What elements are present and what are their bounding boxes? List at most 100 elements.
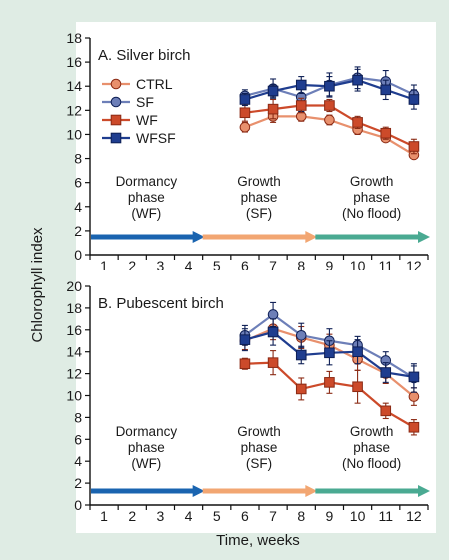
data-point-wf: [239, 358, 251, 370]
phase-label: Growth: [237, 424, 281, 439]
y-tick-label: 18: [66, 300, 82, 316]
data-point-wf: [408, 421, 420, 433]
x-tick-label: 12: [406, 508, 422, 524]
x-tick-label: 2: [128, 258, 136, 274]
y-tick-label: 8: [74, 151, 82, 167]
x-tick-label: 8: [297, 258, 305, 274]
phase-arrow-head: [305, 485, 318, 497]
x-tick-label: 10: [350, 508, 366, 524]
legend-label: CTRL: [136, 76, 173, 92]
y-axis-label: Chlorophyll index: [29, 227, 46, 343]
data-point-wf: [408, 141, 420, 152]
x-tick-label: 2: [128, 508, 136, 524]
data-point-ctrl: [239, 121, 251, 133]
data-point-sf: [295, 329, 307, 341]
y-tick-label: 18: [66, 30, 82, 46]
data-point-wfsf: [239, 94, 251, 105]
data-point-wfsf: [239, 334, 251, 345]
phase-arrow-head: [418, 231, 430, 243]
legend-marker: [110, 78, 122, 90]
phase-label: Dormancy: [116, 174, 178, 189]
data-point-wfsf: [267, 326, 279, 338]
phase-label: (WF): [131, 456, 161, 471]
data-point-wf: [267, 103, 279, 115]
data-point-wfsf: [408, 94, 420, 105]
data-point-wf: [380, 405, 392, 417]
phase-arrow-head: [192, 231, 205, 243]
y-tick-label: 8: [74, 409, 82, 425]
phase-label: Growth: [237, 174, 281, 189]
data-point-sf: [267, 309, 279, 320]
phase-label: (No flood): [342, 206, 401, 221]
x-tick-label: 4: [185, 258, 193, 274]
x-tick-label: 4: [185, 508, 193, 524]
phase-arrow-head: [192, 485, 205, 497]
data-point-wfsf: [380, 84, 392, 96]
y-tick-label: 0: [74, 497, 82, 513]
y-tick-label: 0: [74, 247, 82, 263]
data-point-wfsf: [295, 79, 307, 91]
phase-label: phase: [128, 190, 165, 205]
x-tick-label: 9: [326, 508, 334, 524]
data-point-wf: [352, 117, 363, 128]
data-point-wf: [324, 377, 335, 388]
data-point-ctrl: [324, 114, 335, 126]
data-point-wfsf: [408, 371, 420, 383]
x-tick-label: 6: [241, 508, 249, 524]
data-point-wfsf: [352, 346, 363, 357]
data-point-wf: [267, 357, 279, 368]
data-point-wf: [295, 100, 307, 111]
x-tick-label: 1: [100, 508, 108, 524]
data-point-wfsf: [380, 367, 392, 378]
data-point-wf: [352, 381, 363, 393]
phase-label: phase: [128, 440, 165, 455]
phase-label: (WF): [131, 206, 161, 221]
data-point-wf: [239, 107, 251, 119]
y-tick-label: 16: [66, 322, 82, 338]
data-point-wfsf: [324, 80, 335, 92]
x-tick-label: 7: [269, 258, 277, 274]
x-tick-label: 1: [100, 258, 108, 274]
legend-marker: [110, 114, 122, 126]
phase-label: phase: [241, 190, 278, 205]
legend-label: WFSF: [136, 130, 176, 146]
legend-label: SF: [136, 94, 154, 110]
phase-label: Growth: [350, 174, 394, 189]
data-point-wfsf: [352, 74, 363, 86]
data-point-wf: [295, 383, 307, 395]
legend-label: WF: [136, 112, 158, 128]
data-point-ctrl: [408, 391, 420, 402]
data-point-wfsf: [267, 85, 279, 97]
x-tick-label: 6: [241, 258, 249, 274]
legend-marker: [110, 132, 122, 144]
data-point-wfsf: [324, 347, 335, 359]
y-tick-label: 2: [74, 475, 82, 491]
y-tick-label: 14: [66, 344, 82, 360]
y-tick-label: 10: [66, 126, 82, 142]
phase-label: Dormancy: [116, 424, 178, 439]
y-tick-label: 12: [66, 366, 82, 382]
data-point-wf: [324, 100, 335, 111]
x-tick-label: 5: [213, 508, 221, 524]
chart-title: B. Pubescent birch: [98, 295, 224, 312]
x-tick-label: 9: [326, 258, 334, 274]
phase-label: phase: [241, 440, 278, 455]
data-point-wfsf: [295, 349, 307, 361]
phase-label: (SF): [246, 456, 272, 471]
y-tick-label: 20: [66, 278, 82, 294]
x-tick-label: 11: [378, 508, 393, 524]
y-tick-label: 6: [74, 175, 82, 191]
x-tick-label: 7: [269, 508, 277, 524]
phase-label: (No flood): [342, 456, 401, 471]
chart-title: A. Silver birch: [98, 47, 191, 64]
y-tick-label: 14: [66, 78, 82, 94]
x-axis-label: Time, weeks: [216, 532, 300, 549]
y-tick-label: 16: [66, 54, 82, 70]
y-tick-label: 6: [74, 431, 82, 447]
y-tick-label: 4: [74, 199, 82, 215]
phase-arrow-head: [305, 231, 318, 243]
legend-marker: [110, 96, 122, 108]
